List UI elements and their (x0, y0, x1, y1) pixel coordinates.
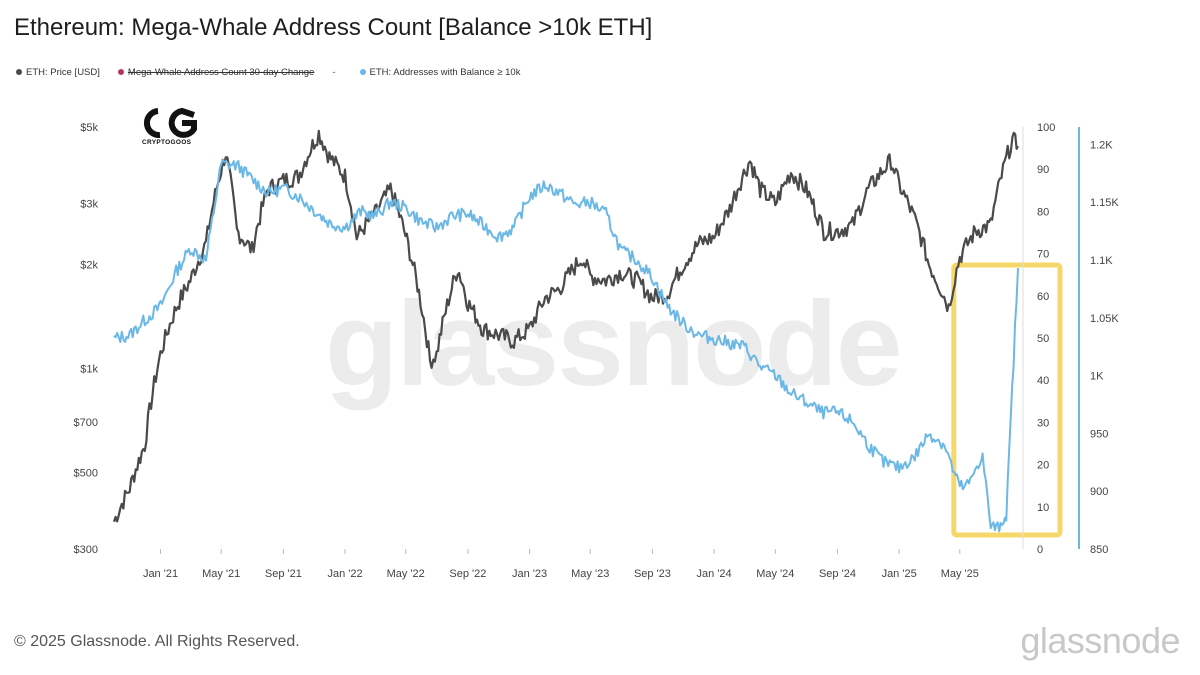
y-mid-tick-label: 20 (1037, 460, 1049, 472)
x-tick-label: Sep '22 (449, 568, 486, 580)
y-axis-mid: 0 10 20 30 40 50 60 70 80 90 100 (1022, 122, 1055, 556)
x-tick-label: May '25 (941, 568, 979, 580)
legend-label-addresses: ETH: Addresses with Balance ≥ 10k (369, 66, 521, 78)
highlight-layer (951, 262, 1063, 538)
legend-dot-change (117, 69, 124, 75)
y-mid-tick-label: 30 (1037, 417, 1049, 429)
y-left-tick-label: $2k (80, 259, 98, 271)
x-tick-label: Jan '22 (327, 568, 362, 580)
y-left-tick-label: $700 (74, 417, 98, 429)
x-tick-label: Jan '23 (512, 568, 547, 580)
x-tick-label: May '24 (756, 568, 794, 580)
brand-logo-text[interactable]: glassnode (1020, 620, 1180, 661)
copyright-text: © 2025 Glassnode. All Rights Reserved. (14, 633, 300, 650)
x-tick-label: Jan '24 (697, 568, 732, 580)
x-tick-label: May '23 (571, 568, 609, 580)
y-left-tick-label: $5k (80, 122, 98, 134)
y-mid-tick-label: 100 (1037, 122, 1055, 134)
legend-item-addresses[interactable]: ETH: Addresses with Balance ≥ 10k (359, 66, 521, 78)
legend-item-change[interactable]: Mega-Whale Address Count 30-day Change (117, 66, 315, 78)
y-mid-tick-label: 40 (1037, 375, 1049, 387)
x-axis: Jan '21 May '21 Sep '21 Jan '22 May '22 Sep '… (143, 549, 979, 580)
y-mid-tick-label: 50 (1037, 333, 1049, 345)
y-mid-tick-label: 90 (1037, 164, 1049, 176)
y-right-tick-label: 1K (1090, 371, 1104, 383)
y-mid-tick-label: 60 (1037, 291, 1049, 303)
x-tick-label: Jan '25 (882, 568, 917, 580)
legend-dot-addresses (359, 69, 366, 75)
y-right-tick-label: 1.2K (1090, 139, 1113, 151)
y-right-tick-label: 900 (1090, 486, 1108, 498)
y-right-tick-label: 850 (1090, 544, 1108, 556)
y-axis-left: $300 $500 $700 $1k $2k $3k $5k (74, 122, 99, 556)
chart-area: $300 $500 $700 $1k $2k $3k $5k 0 10 20 30 40 50 60 70… (74, 122, 1120, 580)
y-right-tick-label: 1.15K (1090, 197, 1119, 209)
y-right-tick-label: 1.1K (1090, 255, 1113, 267)
x-tick-label: Sep '21 (265, 568, 302, 580)
y-mid-tick-label: 10 (1037, 502, 1049, 514)
series-layer (112, 129, 1019, 533)
chart-title: Ethereum: Mega-Whale Address Count [Bala… (14, 14, 653, 41)
x-tick-label: Jan '21 (143, 568, 178, 580)
x-tick-label: May '22 (387, 568, 425, 580)
legend: ETH: Price [USD] Mega-Whale Address Coun… (16, 64, 538, 80)
logo-text: CRYPTOGOOS (142, 139, 192, 146)
x-tick-label: Sep '23 (634, 568, 671, 580)
y-mid-tick-label: 0 (1037, 544, 1043, 556)
x-tick-label: Sep '24 (819, 568, 856, 580)
legend-dot-price (16, 69, 22, 75)
series-line-addresses (113, 159, 1019, 533)
watermark: glassnode (325, 277, 902, 411)
y-left-tick-label: $3k (80, 199, 98, 211)
x-tick-label: May '21 (202, 568, 240, 580)
legend-label-price: ETH: Price [USD] (26, 66, 100, 78)
y-mid-tick-label: 80 (1037, 206, 1049, 218)
y-right-tick-label: 1.05K (1090, 313, 1119, 325)
legend-label-change: Mega-Whale Address Count 30-day Change (127, 66, 315, 78)
y-left-tick-label: $300 (74, 544, 98, 556)
y-right-tick-label: 950 (1090, 428, 1108, 440)
cryptogoos-logo-icon (144, 107, 197, 139)
y-axis-right: 850 900 950 1K 1.05K 1.1K 1.15K 1.2K (1078, 127, 1119, 556)
legend-item-price[interactable]: ETH: Price [USD] (16, 67, 100, 78)
y-mid-tick-label: 70 (1037, 249, 1049, 261)
highlight-box (951, 262, 1063, 538)
y-left-tick-label: $1k (80, 363, 98, 375)
legend-separator: - (332, 66, 336, 78)
y-left-tick-label: $500 (74, 467, 98, 479)
